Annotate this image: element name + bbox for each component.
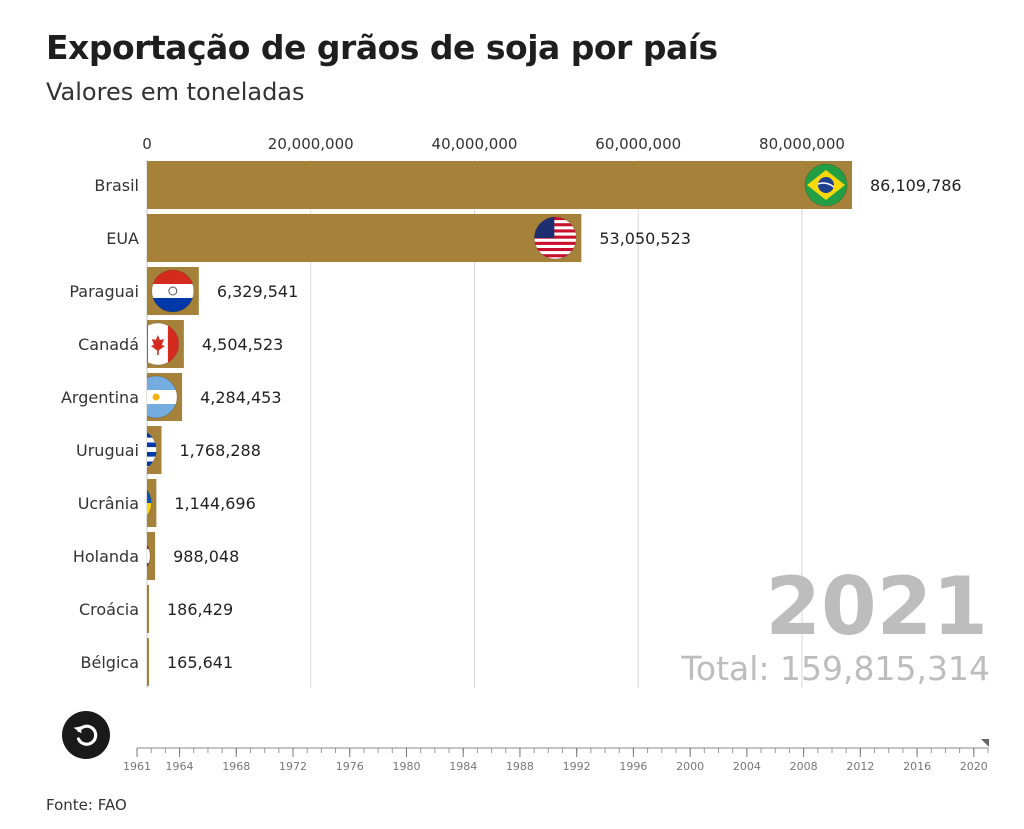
- value-label: 4,284,453: [200, 388, 281, 407]
- timeline-label: 1968: [222, 760, 250, 773]
- timeline-label: 2020: [960, 760, 988, 773]
- replay-button[interactable]: [62, 711, 110, 759]
- timeline-label: 2004: [733, 760, 761, 773]
- category-label: Bélgica: [81, 653, 139, 672]
- value-label: 165,641: [167, 653, 233, 672]
- timeline-label: 1964: [166, 760, 194, 773]
- usa-flag-icon: [533, 216, 577, 260]
- category-label: Brasil: [94, 176, 139, 195]
- x-tick-label: 80,000,000: [759, 135, 845, 153]
- chart-title: Exportação de grãos de soja por país: [46, 28, 718, 67]
- timeline-label: 1984: [449, 760, 477, 773]
- value-label: 4,504,523: [202, 335, 283, 354]
- category-label: Croácia: [79, 600, 139, 619]
- x-tick-label: 0: [142, 135, 152, 153]
- timeline-label: 1961: [123, 760, 151, 773]
- bar-chart: 0 20,000,000 40,000,000 60,000,000 80,000,00…: [61, 135, 990, 773]
- timeline-label: 2012: [846, 760, 874, 773]
- x-tick-label: 20,000,000: [268, 135, 354, 153]
- timeline-label: 2000: [676, 760, 704, 773]
- bar-holanda: [147, 532, 156, 580]
- value-label: 1,144,696: [174, 494, 255, 513]
- bar-eua: [147, 214, 582, 262]
- category-label: Uruguai: [76, 441, 139, 460]
- bar-bélgica: [147, 638, 149, 686]
- year-label: 2021: [765, 560, 988, 653]
- category-label: Ucrânia: [78, 494, 139, 513]
- category-label: Canadá: [78, 335, 139, 354]
- timeline-label: 1992: [563, 760, 591, 773]
- value-label: 53,050,523: [599, 229, 691, 248]
- timeline-label: 2016: [903, 760, 931, 773]
- timeline-label: 2008: [790, 760, 818, 773]
- total-label: Total: 159,815,314: [680, 649, 990, 688]
- category-label: EUA: [106, 229, 139, 248]
- timeline-label: 1976: [336, 760, 364, 773]
- bar-ucrânia: [147, 479, 157, 527]
- replay-icon: [73, 724, 98, 746]
- timeline-slider[interactable]: 1961 1964 1968 1972 1976 1980 1984 1988 1992 1996…: [123, 739, 989, 773]
- bar-brasil: [147, 161, 852, 209]
- source-note: Fonte: FAO: [46, 796, 127, 814]
- timeline-label: 1980: [392, 760, 420, 773]
- timeline-label: 1988: [506, 760, 534, 773]
- x-tick-label: 60,000,000: [595, 135, 681, 153]
- category-label: Paraguai: [69, 282, 139, 301]
- timeline-label: 1972: [279, 760, 307, 773]
- value-label: 186,429: [167, 600, 233, 619]
- bar-croácia: [147, 585, 149, 633]
- timeline-handle[interactable]: [981, 739, 989, 747]
- value-label: 6,329,541: [217, 282, 298, 301]
- argentina-flag-icon: [147, 375, 178, 419]
- paraguay-flag-icon: [151, 269, 195, 313]
- value-label: 988,048: [173, 547, 239, 566]
- x-tick-label: 40,000,000: [432, 135, 518, 153]
- value-label: 1,768,288: [179, 441, 260, 460]
- category-label: Argentina: [61, 388, 139, 407]
- category-label: Holanda: [73, 547, 139, 566]
- timeline-label: 1996: [619, 760, 647, 773]
- chart-subtitle: Valores em toneladas: [46, 78, 305, 106]
- canada-flag-icon: [147, 322, 180, 366]
- brazil-flag-icon: [804, 163, 848, 207]
- value-label: 86,109,786: [870, 176, 962, 195]
